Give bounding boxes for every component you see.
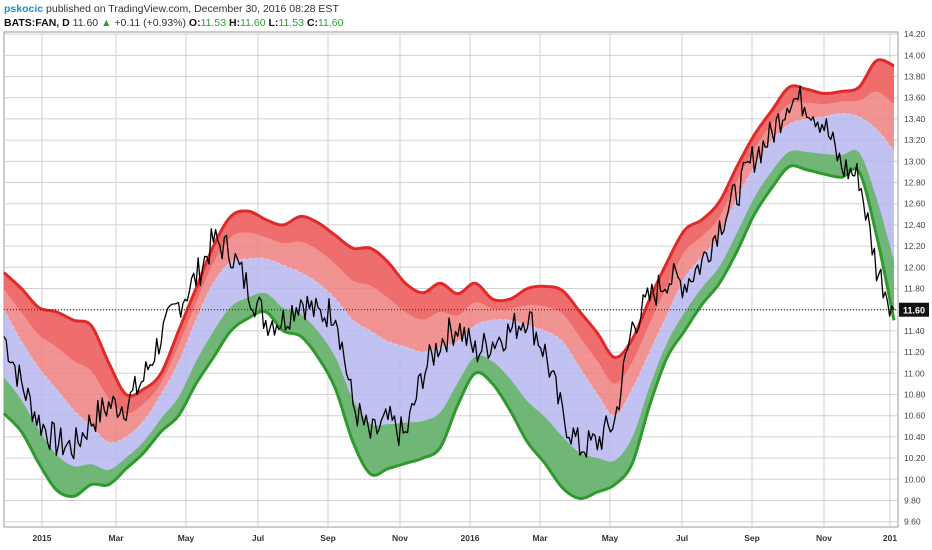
close-label: C: [306,17,318,29]
plot-frame [3,31,899,528]
chart-header: pskocic published on TradingView.com, De… [4,2,343,30]
y-tick-label: 12.40 [904,220,926,230]
grid [3,31,899,528]
open-label: O: [188,17,201,29]
y-tick-label: 9.80 [904,496,921,506]
y-tick-label: 13.40 [904,114,926,124]
last-price-tag [899,302,929,317]
y-tick-label: 10.00 [904,474,926,484]
y-tick-label: 11.00 [904,368,925,378]
open-value: 11.53 [200,17,227,29]
x-tick-label: Sep [744,533,760,543]
upper-band-inner [4,59,894,414]
y-tick-label: 13.80 [904,72,926,82]
y-tick-label: 14.00 [904,50,926,60]
y-tick-label: 12.00 [904,262,926,272]
low-label: L: [268,17,279,29]
bands [2,58,896,500]
y-tick-label: 11.40 [904,326,925,336]
quote-line: BATS:FAN, D 11.60 ▲ +0.11 (+0.93%) O:11.… [4,16,343,30]
author-link[interactable]: pskocic [4,3,44,15]
last-price-tag-label: 11.60 [903,306,925,316]
publish-line: pskocic published on TradingView.com, De… [4,2,343,16]
y-tick-label: 11.20 [904,347,925,357]
published-text: published on TradingView.com, December 3… [46,3,339,15]
high-value: 11.60 [240,17,266,29]
mid-line [3,113,895,444]
y-tick-label: 10.60 [904,411,926,421]
x-tick-label: 201 [883,533,897,543]
x-tick-label: Jul [252,533,264,543]
y-tick-label: 13.00 [904,156,926,166]
upper-edge-line [2,58,895,398]
x-tick-label: May [178,533,195,543]
up-arrow-icon: ▲ [101,17,112,29]
price-series [3,85,898,460]
axes: 14.20 14.00 13.80 13.60 13.40 13.20 13.00 12.80… [33,29,929,543]
x-tick-label: Jul [676,533,688,543]
x-tick-label: Mar [532,533,548,543]
y-tick-label: 12.60 [904,199,926,209]
y-tick-label: 13.20 [904,135,926,145]
low-value: 11.53 [278,17,304,29]
x-tick-label: May [602,533,619,543]
symbol-label: BATS:FAN, D [4,17,70,29]
y-tick-label: 10.20 [904,453,926,463]
y-tick-label: 9.60 [904,517,921,527]
y-tick-label: 10.40 [904,432,926,442]
close-value: 11.60 [317,17,344,29]
x-tick-label: 2016 [461,533,480,543]
x-tick-label: 2015 [33,533,52,543]
y-tick-label: 13.60 [904,93,926,103]
x-tick-label: Sep [320,533,336,543]
y-tick-label: 14.20 [904,29,926,39]
y-tick-label: 11.80 [904,284,925,294]
x-tick-label: Nov [392,533,408,543]
y-tick-label: 12.20 [904,241,926,251]
last-price: 11.60 [72,17,99,29]
x-tick-label: Mar [108,533,124,543]
price-line [3,85,895,460]
price-change: +0.11 (+0.93%) [114,17,186,29]
y-tick-label: 12.80 [904,178,926,188]
y-tick-label: 10.80 [904,390,926,400]
high-label: H: [229,17,241,29]
x-tick-label: Nov [816,533,832,543]
lower-edge-line [2,164,896,500]
